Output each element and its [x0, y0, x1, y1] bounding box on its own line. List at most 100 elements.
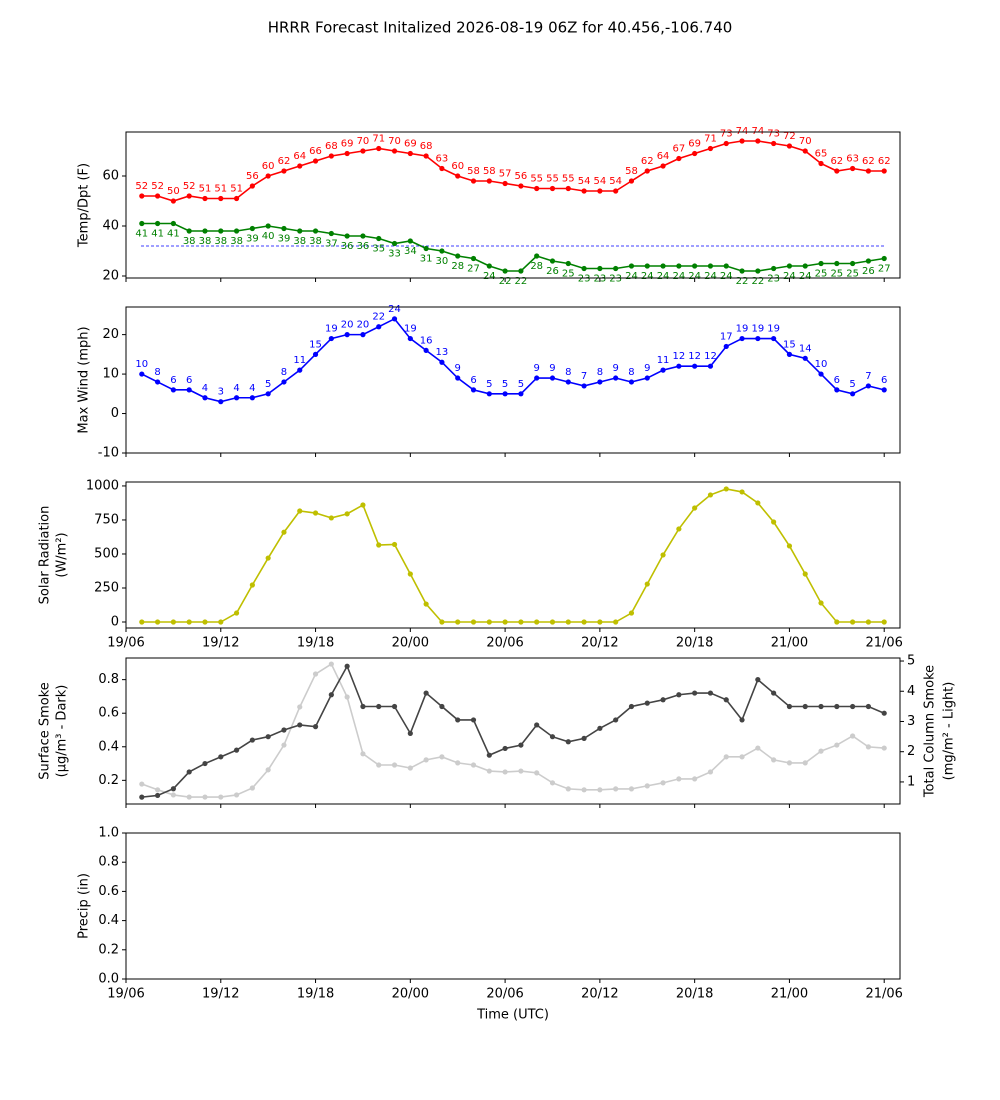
data-point	[534, 185, 540, 192]
data-point	[881, 255, 887, 262]
data-label: 4	[233, 383, 239, 394]
data-point	[233, 195, 240, 202]
data-point	[281, 225, 287, 232]
data-point	[170, 786, 176, 792]
data-point	[613, 619, 619, 625]
y-tick-label: 20	[102, 269, 119, 284]
data-label: 15	[783, 339, 796, 350]
data-point	[218, 195, 224, 202]
data-point	[423, 601, 429, 607]
data-point	[597, 787, 603, 793]
data-point	[518, 268, 524, 274]
data-point	[755, 500, 761, 506]
data-point	[486, 391, 492, 397]
data-point	[139, 781, 145, 787]
plot-frame	[125, 481, 901, 629]
data-point	[692, 150, 698, 157]
x-tick-label: 20/00	[392, 636, 429, 651]
x-tick-label: 20/12	[581, 636, 618, 651]
y-axis-label: Max Wind (mph)	[77, 326, 92, 433]
data-point	[644, 783, 650, 789]
data-point	[344, 332, 350, 338]
x-tick-label: 20/12	[581, 987, 618, 1002]
x-tick-label: 21/00	[771, 987, 808, 1002]
data-point	[834, 168, 840, 174]
data-point	[265, 767, 271, 773]
data-label: 38	[293, 236, 306, 247]
data-label: 8	[597, 367, 603, 378]
data-point	[739, 489, 745, 495]
data-point	[186, 193, 192, 199]
data-point	[802, 571, 808, 577]
data-label: 62	[830, 156, 843, 167]
data-point	[218, 228, 224, 234]
y-axis-label: Solar Radiation	[38, 506, 53, 605]
data-label: 24	[672, 271, 685, 282]
data-point	[518, 742, 524, 748]
data-point	[249, 582, 255, 588]
data-point	[771, 757, 777, 763]
data-label: 38	[309, 236, 322, 247]
data-point	[265, 734, 271, 740]
data-label: 22	[372, 312, 385, 323]
data-point	[802, 355, 808, 361]
data-point	[723, 697, 729, 703]
data-point	[644, 700, 650, 706]
data-point	[597, 188, 603, 194]
data-point	[628, 379, 635, 385]
data-label: 33	[388, 249, 401, 260]
data-point	[818, 260, 824, 267]
data-point	[154, 193, 161, 199]
y-tick-label: 1.0	[98, 826, 119, 841]
data-point	[644, 168, 650, 174]
data-point	[265, 391, 271, 397]
y-tick-label: 0.8	[98, 855, 119, 870]
data-point	[850, 391, 856, 397]
data-point	[802, 760, 808, 766]
data-label: 25	[846, 269, 859, 280]
data-label: 52	[135, 181, 148, 192]
data-point	[881, 710, 887, 716]
data-label: 6	[186, 375, 192, 386]
x-tick-label: 21/00	[771, 636, 808, 651]
y2-tick-label: 2	[907, 744, 915, 759]
data-label: 24	[483, 271, 496, 282]
data-point	[502, 745, 508, 752]
data-point	[865, 703, 872, 710]
data-point	[486, 263, 492, 269]
data-point	[154, 220, 161, 227]
series-line	[141, 662, 885, 798]
data-point	[834, 703, 840, 710]
data-label: 70	[799, 136, 812, 147]
data-point	[297, 228, 303, 234]
data-label: 52	[183, 181, 196, 192]
data-point	[581, 619, 587, 625]
data-point	[534, 619, 540, 625]
data-label: 12	[704, 351, 717, 362]
data-point	[186, 387, 192, 393]
y-tick-label: 0.6	[98, 884, 119, 899]
y-tick-label: 250	[94, 580, 119, 595]
data-point	[233, 747, 240, 753]
y2-axis-label: (mg/m² - Light)	[942, 682, 957, 781]
data-point	[170, 198, 176, 204]
data-point	[881, 745, 887, 751]
data-label: 58	[467, 166, 480, 177]
data-point	[423, 690, 429, 696]
data-point	[502, 619, 508, 625]
data-label: 19	[325, 324, 338, 335]
data-point	[534, 253, 540, 259]
data-point	[297, 163, 303, 169]
data-label: 64	[657, 151, 670, 162]
data-point	[439, 619, 445, 625]
data-point	[786, 760, 793, 766]
data-point	[865, 744, 872, 750]
data-label: 56	[515, 171, 528, 182]
data-point	[834, 742, 840, 748]
data-point	[628, 703, 635, 710]
data-point	[613, 375, 619, 381]
data-label: 51	[214, 184, 227, 195]
data-point	[218, 754, 224, 760]
data-point	[549, 185, 556, 192]
